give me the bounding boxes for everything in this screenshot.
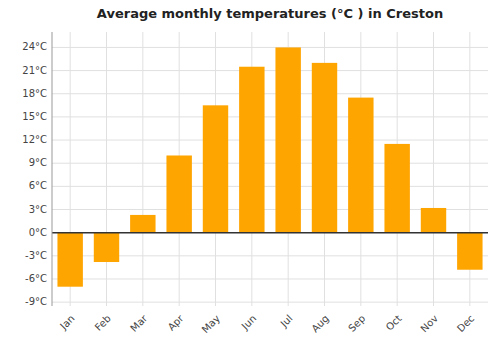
- bar: [239, 67, 264, 233]
- y-tick-label: 3°C: [29, 204, 47, 215]
- y-grid-line: [52, 163, 488, 164]
- x-tick-label: Oct: [384, 313, 404, 333]
- y-tick-label: 9°C: [29, 157, 47, 168]
- bar: [130, 215, 155, 233]
- y-tick-label: 21°C: [22, 65, 47, 76]
- x-tick-label: Aug: [309, 313, 331, 335]
- grid: [52, 32, 488, 306]
- bar: [94, 233, 119, 262]
- bar: [203, 105, 228, 232]
- chart-container: -9°C -6°C -3°C 0°C 3°C 6°C 9°C 12°C 15°C 18°C 21°C…: [0, 0, 500, 350]
- bar: [384, 144, 409, 233]
- y-grid-line: [52, 186, 488, 187]
- x-tick-label: Jul: [278, 313, 295, 330]
- x-tick-label: Sep: [346, 313, 367, 334]
- x-tick-label: Jan: [57, 313, 76, 332]
- y-grid-line: [52, 302, 488, 303]
- y-tick-label: 24°C: [22, 41, 47, 52]
- bar: [457, 233, 482, 270]
- x-grid-line: [142, 32, 143, 306]
- y-tick-label: -6°C: [25, 273, 47, 284]
- y-grid-line: [52, 70, 488, 71]
- y-tick-label: 18°C: [22, 88, 47, 99]
- x-axis: Jan Feb Mar Apr May Jun Jul Aug Sep Oct Nov Dec: [57, 312, 476, 335]
- y-grid-line: [52, 93, 488, 94]
- bar: [312, 63, 337, 233]
- bar: [57, 233, 82, 287]
- y-tick-label: -3°C: [25, 250, 47, 261]
- y-tick-label: 15°C: [22, 111, 47, 122]
- x-tick-label: Mar: [128, 312, 150, 334]
- bar: [348, 98, 373, 233]
- y-axis-line: [52, 32, 53, 306]
- bar: [275, 47, 300, 232]
- bar: [421, 208, 446, 233]
- x-tick-label: Jun: [239, 313, 259, 333]
- x-grid-line: [433, 32, 434, 306]
- chart-svg: -9°C -6°C -3°C 0°C 3°C 6°C 9°C 12°C 15°C 18°C 21°C…: [0, 0, 500, 350]
- y-grid-line: [52, 47, 488, 48]
- y-tick-label: 0°C: [29, 227, 47, 238]
- y-grid-line: [52, 278, 488, 279]
- zero-line: [52, 232, 488, 234]
- y-tick-label: -9°C: [25, 296, 47, 307]
- bars: [57, 47, 482, 286]
- x-tick-label: Nov: [418, 313, 440, 335]
- y-grid-line: [52, 116, 488, 117]
- x-tick-label: May: [200, 313, 222, 335]
- y-axis: -9°C -6°C -3°C 0°C 3°C 6°C 9°C 12°C 15°C 18°C 21°C…: [22, 41, 47, 307]
- y-tick-label: 6°C: [29, 180, 47, 191]
- x-tick-label: Apr: [166, 312, 187, 333]
- y-tick-label: 12°C: [22, 134, 47, 145]
- x-tick-label: Feb: [93, 313, 113, 333]
- title: Average monthly temperatures (°C ) in Cr…: [97, 6, 443, 21]
- x-tick-label: Dec: [455, 313, 476, 334]
- y-grid-line: [52, 232, 488, 233]
- y-grid-line: [52, 140, 488, 141]
- x-grid-line: [106, 32, 107, 306]
- bar: [166, 155, 191, 232]
